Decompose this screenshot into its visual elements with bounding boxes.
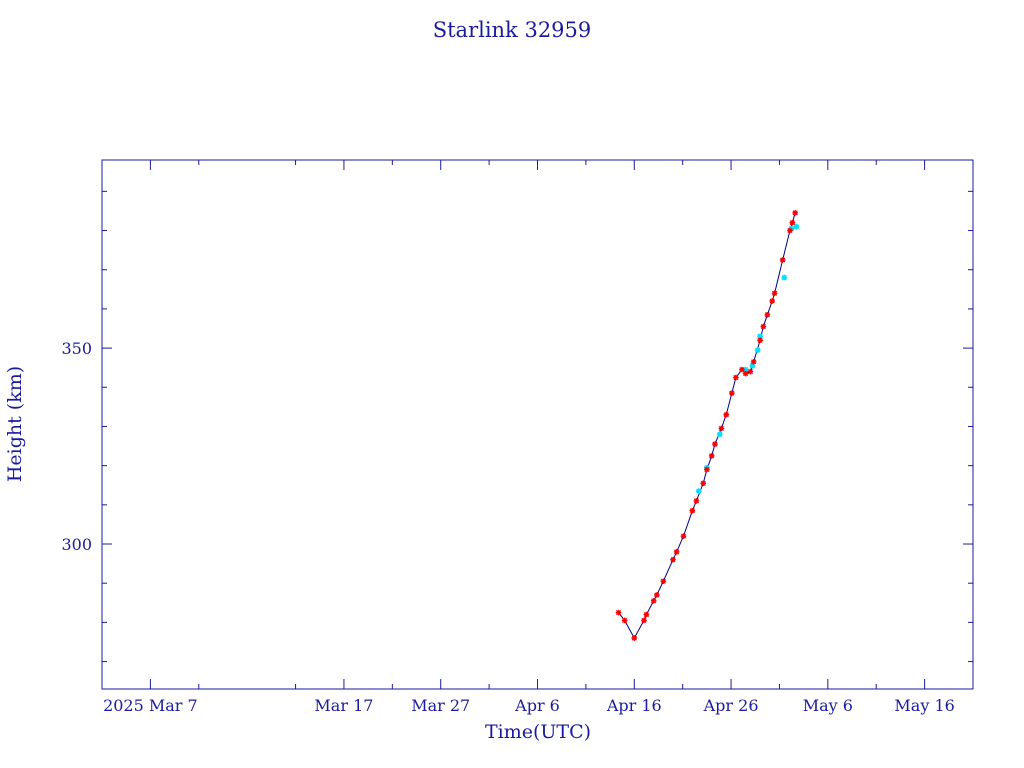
x-axis: 2025 Mar 7 Mar 17 Mar 27 Apr 6 Apr 16 Apr 26 M… <box>103 160 955 715</box>
x-tick-label: Apr 6 <box>514 696 560 715</box>
y-axis: 300 350 <box>61 190 973 663</box>
data-point-red <box>792 210 798 216</box>
data-point-red <box>771 290 778 297</box>
data-point-red <box>729 390 735 396</box>
data-point-red <box>631 635 638 641</box>
data-point-red <box>733 374 739 381</box>
data-point-red <box>641 617 647 624</box>
data-point-red <box>750 359 757 365</box>
chart-title: Starlink 32959 <box>433 18 592 42</box>
data-point-cyan <box>754 347 761 353</box>
data-point-red <box>689 507 696 514</box>
data-point-red <box>747 368 754 375</box>
data-point-red <box>660 578 667 585</box>
x-tick-label: 2025 Mar 7 <box>103 696 198 715</box>
data-point-red <box>615 609 622 616</box>
data-point-red <box>789 219 796 226</box>
x-tick-label: Apr 26 <box>703 696 759 715</box>
data-point-red <box>739 366 745 373</box>
data-point-red <box>764 311 771 318</box>
data-point-red <box>704 466 710 473</box>
x-tick-label: Apr 16 <box>606 696 662 715</box>
data-point-red <box>654 592 660 598</box>
data-point-cyan <box>695 488 702 494</box>
data-point-red <box>718 425 725 432</box>
data-point-cyan <box>716 431 723 438</box>
data-point-red <box>693 498 700 504</box>
plot-frame <box>101 159 974 690</box>
data-point-red <box>723 411 730 418</box>
y-tick-label: 300 <box>61 535 92 554</box>
y-tick-label: 350 <box>61 339 92 358</box>
plot-area <box>615 210 800 641</box>
data-point-red <box>742 370 749 377</box>
data-point-cyan <box>781 274 788 281</box>
data-point-red <box>680 533 687 539</box>
data-point-red <box>760 323 767 330</box>
x-tick-label: Mar 17 <box>314 696 373 715</box>
data-point-red <box>673 549 680 555</box>
data-point-red <box>757 337 763 344</box>
series-line <box>618 212 796 640</box>
data-point-red <box>712 441 718 447</box>
data-point-red <box>779 257 786 263</box>
data-point-red <box>769 298 775 304</box>
x-tick-label: May 16 <box>894 696 954 715</box>
x-tick-label: May 6 <box>803 696 853 715</box>
x-axis-label: Time(UTC) <box>485 721 591 743</box>
x-tick-label: Mar 27 <box>411 696 470 715</box>
y-axis-label: Height (km) <box>4 366 26 482</box>
data-point-red <box>700 480 707 487</box>
data-point-red <box>787 227 793 234</box>
data-point-cyan <box>793 223 800 230</box>
data-point-red <box>708 453 715 459</box>
data-point-red <box>643 611 650 618</box>
data-point-red <box>650 598 657 604</box>
data-point-red <box>670 556 676 563</box>
data-point-red <box>621 617 628 624</box>
